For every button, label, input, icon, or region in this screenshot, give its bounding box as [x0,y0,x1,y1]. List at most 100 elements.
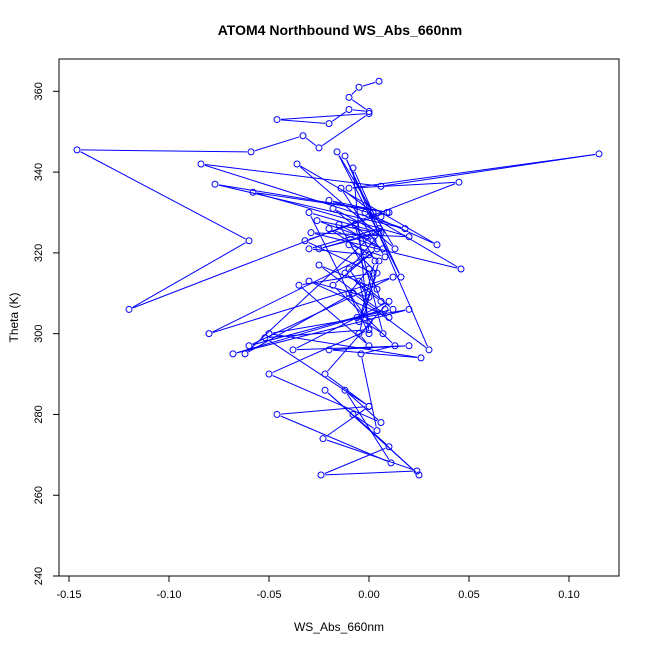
data-point [371,257,379,265]
data-point [405,342,413,350]
series-segment [335,250,375,284]
series-segment [325,408,367,437]
series-segment [308,213,384,240]
series-layer [73,77,603,479]
data-point [387,459,395,467]
data-point [341,269,349,277]
data-point [245,237,253,245]
series-segment [322,115,366,147]
data-point [299,132,307,140]
x-tick-label: -0.10 [156,589,181,601]
data-point [349,164,357,172]
y-tick-label: 260 [33,486,45,504]
y-tick-label: 240 [33,567,45,585]
series-segment [321,266,387,316]
series-segment [342,191,384,254]
data-point [595,150,603,158]
series-segment [327,376,367,405]
data-point [425,346,433,354]
series-segment [301,287,367,344]
series-segment [302,273,370,286]
data-point [355,83,363,91]
series-segment [360,319,380,332]
data-point [375,229,383,237]
data-point [301,237,309,245]
data-point [289,346,297,354]
series-segment [80,151,246,240]
series-segment [132,183,456,309]
series-segment [331,111,347,122]
series-segment [308,242,370,272]
data-point [385,314,393,321]
data-point [405,305,413,313]
series-segment [332,229,380,248]
x-tick-label: -0.05 [256,589,281,601]
data-point [197,160,205,168]
data-point [385,208,393,216]
series-segment [312,282,386,317]
data-point [349,410,357,418]
data-point [361,208,369,216]
series-segment [280,119,326,124]
series-segment [364,346,392,354]
data-point [345,93,353,101]
data-point [335,221,343,229]
y-axis: 240 260 280 300 320 340 360 [33,82,60,585]
data-point [373,285,381,293]
data-point [355,318,363,326]
data-point [273,116,281,124]
data-point [375,257,383,265]
series-segment [212,256,366,333]
series-segment [296,302,386,349]
data-point [319,435,327,443]
series-segment [343,190,371,211]
data-point [265,370,273,378]
series-segment [272,309,406,334]
series-segment [324,447,386,474]
series-segment [204,164,378,187]
data-point [329,204,337,212]
data-point [317,471,325,479]
data-point [415,471,423,479]
data-point [417,354,425,362]
series-segment [280,406,366,415]
data-point [307,229,315,237]
series-segment [332,349,418,359]
series-segment [312,213,376,233]
data-point [377,297,385,305]
data-point [205,330,213,338]
data-point [293,160,301,168]
data-point [369,208,377,216]
series-segment [336,209,376,232]
series-segment [236,309,406,354]
data-point [333,148,341,156]
data-point [355,330,363,338]
data-point [355,277,363,285]
data-point [325,225,333,233]
data-point [383,208,391,216]
series-segment [218,184,402,229]
series-segment [355,416,417,473]
series-segment [327,304,387,372]
data-point [315,261,323,269]
data-point [401,225,409,233]
data-point [321,386,329,394]
series-segment [354,171,372,210]
series-segment [359,264,375,318]
data-point [349,289,357,297]
data-point [345,241,353,249]
data-point [365,326,373,334]
data-point [365,293,373,301]
y-tick-label: 280 [33,405,45,423]
y-tick-label: 360 [33,82,45,100]
series-segment [272,330,366,373]
data-point [381,305,389,313]
x-tick-label: 0.10 [558,589,579,601]
data-point [353,314,361,321]
series-segment [346,159,400,274]
series-segment [248,294,350,353]
data-point [385,297,393,305]
x-axis-label: WS_Abs_660nm [294,620,384,634]
series-segment [352,171,370,330]
